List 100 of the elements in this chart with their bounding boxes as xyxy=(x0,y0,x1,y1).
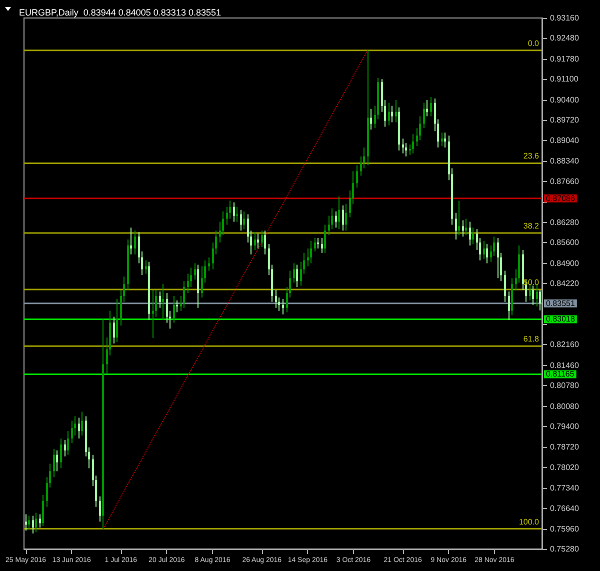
candlestick xyxy=(236,206,238,222)
candlestick xyxy=(504,270,506,302)
candlestick xyxy=(71,420,73,444)
candlestick xyxy=(264,230,266,255)
candlestick xyxy=(497,238,499,279)
candlestick xyxy=(25,514,27,532)
ref-line-label: 0.81165 xyxy=(546,370,575,379)
candlestick xyxy=(113,316,115,344)
candlestick xyxy=(430,96,432,117)
candlestick xyxy=(458,200,460,236)
candlestick xyxy=(194,262,196,280)
y-tick-label: 0.85600 xyxy=(550,238,580,248)
candlestick xyxy=(324,224,326,254)
annotation: 38.2 xyxy=(523,222,540,231)
candlestick xyxy=(529,284,531,301)
candlestick xyxy=(159,291,161,308)
candlestick xyxy=(356,164,358,188)
y-tick-label: 0.78020 xyxy=(550,463,580,472)
candlestick xyxy=(412,134,414,154)
candlestick xyxy=(508,291,510,321)
candlestick xyxy=(321,238,323,254)
annotation: 100.0 xyxy=(518,517,540,526)
candlestick xyxy=(426,99,428,117)
candlestick xyxy=(99,496,101,522)
candlestick xyxy=(42,494,44,527)
chart-title: EURGBP,Daily 0.83944 0.84005 0.83313 0.83551 xyxy=(19,8,221,18)
candlestick xyxy=(462,220,464,238)
candlestick xyxy=(81,411,83,436)
candlestick xyxy=(233,202,235,222)
y-tick-label: 0.77340 xyxy=(550,483,580,492)
candlestick xyxy=(455,212,457,240)
y-tick-label: 0.89720 xyxy=(550,116,580,125)
candlestick xyxy=(162,284,164,320)
candlestick xyxy=(483,240,485,260)
candlestick xyxy=(539,289,541,311)
candlestick xyxy=(39,514,41,528)
candlestick xyxy=(208,256,210,272)
candlestick xyxy=(243,210,245,230)
ref-line-label: 0.83018 xyxy=(546,314,576,324)
ref-line-label: 0.87086 xyxy=(546,194,576,203)
ref-line-label: 0.83551 xyxy=(546,298,576,308)
candlestick xyxy=(28,515,30,530)
candlestick xyxy=(32,515,34,534)
y-tick-label: 0.92480 xyxy=(550,34,580,43)
candlestick xyxy=(240,209,242,232)
candlestick xyxy=(261,230,263,248)
candlestick xyxy=(56,450,58,472)
candlestick xyxy=(391,105,393,123)
annotation: 23.6 xyxy=(523,152,540,161)
annotation: 61.8 xyxy=(523,334,540,344)
candlestick xyxy=(293,262,295,284)
candlestick xyxy=(197,264,199,308)
y-tick-label: 0.87660 xyxy=(550,176,580,186)
candlestick xyxy=(486,244,488,264)
candlestick xyxy=(444,132,446,148)
candlestick xyxy=(176,300,178,313)
candlestick xyxy=(254,232,256,250)
candlestick xyxy=(335,210,337,228)
candlestick xyxy=(395,99,397,123)
y-tick-label: 0.82160 xyxy=(550,340,580,350)
y-tick-label: 0.93160 xyxy=(550,14,580,22)
y-tick-label: 0.78720 xyxy=(550,442,580,452)
candlestick xyxy=(388,102,390,126)
candlestick xyxy=(345,203,347,232)
candlestick xyxy=(469,221,471,246)
candlestick xyxy=(275,290,277,308)
candlestick xyxy=(35,512,37,533)
candlestick xyxy=(116,298,118,343)
y-tick-label: 0.80780 xyxy=(550,381,580,390)
candlestick xyxy=(60,438,62,469)
candlestick xyxy=(64,440,66,457)
candlestick xyxy=(296,264,298,288)
y-tick-label: 0.76640 xyxy=(550,504,580,514)
y-tick-label: 0.84900 xyxy=(550,258,580,268)
candlestick xyxy=(67,430,69,456)
candlestick xyxy=(314,238,316,252)
candlestick xyxy=(532,285,534,306)
y-tick-label: 0.86280 xyxy=(550,218,580,227)
candlestick xyxy=(183,280,185,308)
candlestick xyxy=(53,448,55,478)
annotation: 0.0 xyxy=(528,38,540,48)
candlestick xyxy=(310,240,312,264)
candlestick xyxy=(317,238,319,249)
candlestick xyxy=(402,138,404,154)
y-tick-label: 0.84220 xyxy=(550,279,580,288)
y-tick-label: 0.89040 xyxy=(550,136,580,145)
candlestick xyxy=(405,142,407,157)
candlestick xyxy=(173,295,175,324)
y-tick-label: 0.88340 xyxy=(550,156,580,166)
y-tick-label: 0.75960 xyxy=(550,524,580,534)
candlestick xyxy=(130,227,132,255)
y-tick-label: 0.90400 xyxy=(550,95,580,104)
candlestick xyxy=(78,417,80,440)
y-tick-label: 0.91100 xyxy=(550,74,579,84)
candlestick xyxy=(338,196,340,230)
y-tick-label: 0.75280 xyxy=(550,544,580,554)
y-tick-label: 0.91780 xyxy=(550,54,580,64)
candlestick xyxy=(282,298,284,315)
candlestick xyxy=(441,132,443,146)
candlestick xyxy=(134,230,136,255)
